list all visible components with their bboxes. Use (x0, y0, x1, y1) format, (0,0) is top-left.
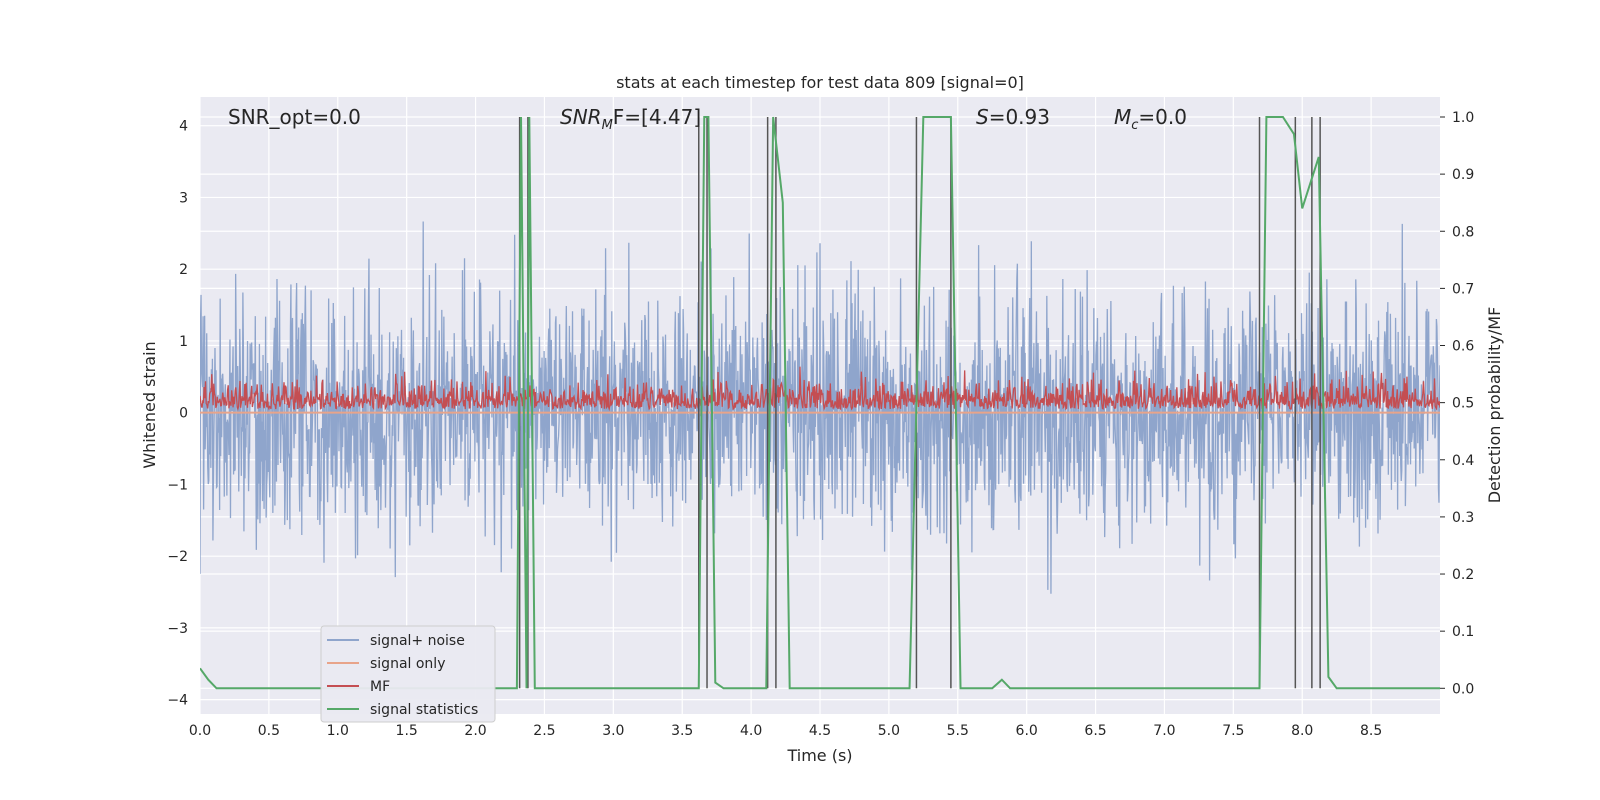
legend-label-signal-noise: signal+ noise (370, 633, 465, 649)
legend-box (320, 625, 496, 723)
snr-mf-annotation: SNRMF=[4.47] (560, 105, 701, 133)
x-tick-label: 1.0 (327, 723, 349, 739)
x-tick-label: 4.0 (740, 723, 762, 739)
signal-plus-noise-series (200, 221, 1440, 594)
x-axis-label: Time (s) (786, 746, 852, 765)
s-rest: =0.93 (989, 105, 1050, 129)
y-axis-right-ticks: 0.0 0.1 0.2 0.3 0.4 0.5 0.6 0.7 0.8 0.9 1.0 (1440, 110, 1474, 697)
y-right-tick-label: 1.0 (1452, 110, 1474, 126)
mc-main: M (1114, 105, 1131, 129)
snr-opt-annotation: SNR_opt=0.0 (228, 105, 361, 129)
y-right-tick-label: 0.9 (1452, 167, 1474, 183)
y-axis-right-label: Detection probability/MF (1485, 307, 1504, 504)
x-tick-label: 5.0 (878, 723, 900, 739)
x-tick-label: 3.5 (671, 723, 693, 739)
y-right-tick-label: 0.2 (1452, 567, 1474, 583)
x-tick-label: 8.0 (1291, 723, 1313, 739)
x-tick-label: 3.0 (602, 723, 624, 739)
x-tick-label: 8.5 (1360, 723, 1382, 739)
y-left-tick-label: 2 (179, 262, 188, 278)
signal-plus-noise-line (200, 221, 1440, 594)
mc-annotation: Mc=0.0 (1114, 105, 1187, 133)
x-axis-ticks: 0.0 0.5 1.0 1.5 2.0 2.5 3.0 3.5 4.0 4.5 5.0 5.5 6.0 6… (189, 723, 1382, 739)
s-annotation: S=0.93 (976, 105, 1050, 129)
y-right-tick-label: 0.5 (1452, 396, 1474, 412)
y-right-tick-label: 0.6 (1452, 339, 1474, 355)
y-right-tick-label: 0.3 (1452, 510, 1474, 526)
y-right-tick-label: 0.8 (1452, 224, 1474, 240)
x-tick-label: 5.5 (947, 723, 969, 739)
signal-statistics-series (200, 116, 1440, 690)
y-left-tick-label: −3 (167, 621, 188, 637)
legend-label-mf: MF (370, 679, 390, 695)
mc-rest: =0.0 (1138, 105, 1187, 129)
x-tick-label: 4.5 (809, 723, 831, 739)
y-left-tick-label: −4 (167, 693, 188, 709)
x-tick-label: 7.5 (1222, 723, 1244, 739)
legend-label-signal-only: signal only (370, 656, 445, 672)
y-axis-left-ticks: −4 −3 −2 −1 0 1 2 3 4 (167, 119, 188, 709)
y-right-tick-label: 0.1 (1452, 624, 1474, 640)
y-axis-left-label: Whitened strain (140, 341, 159, 468)
y-left-tick-label: 4 (179, 119, 188, 135)
signal-statistics-line (200, 116, 1440, 690)
mf-series (200, 366, 1440, 412)
y-left-tick-label: 1 (179, 334, 188, 350)
y-left-tick-label: 0 (179, 406, 188, 422)
snr-mf-rest: F=[4.47] (613, 105, 701, 129)
x-tick-label: 2.0 (464, 723, 486, 739)
legend: signal+ noise signal only MF signal stat… (320, 625, 496, 723)
snr-mf-sub: M (602, 118, 613, 133)
snr-mf-main: SNR (560, 105, 602, 129)
x-tick-label: 7.0 (1153, 723, 1175, 739)
x-tick-label: 1.5 (396, 723, 418, 739)
x-tick-label: 6.0 (1016, 723, 1038, 739)
x-tick-label: 2.5 (533, 723, 555, 739)
y-left-tick-label: −1 (167, 477, 188, 493)
y-right-tick-label: 0.4 (1452, 453, 1474, 469)
plot-area (200, 116, 1440, 690)
y-left-tick-label: 3 (179, 190, 188, 206)
y-right-tick-label: 0.0 (1452, 681, 1474, 697)
mf-line (200, 366, 1440, 412)
x-tick-label: 0.5 (258, 723, 280, 739)
legend-label-signal-statistics: signal statistics (370, 702, 478, 718)
y-right-tick-label: 0.7 (1452, 281, 1474, 297)
y-left-tick-label: −2 (167, 549, 188, 565)
x-tick-label: 0.0 (189, 723, 211, 739)
x-tick-label: 6.5 (1084, 723, 1106, 739)
chart-title: stats at each timestep for test data 809… (616, 73, 1024, 92)
s-main: S (976, 105, 989, 129)
mc-sub: c (1131, 118, 1138, 133)
